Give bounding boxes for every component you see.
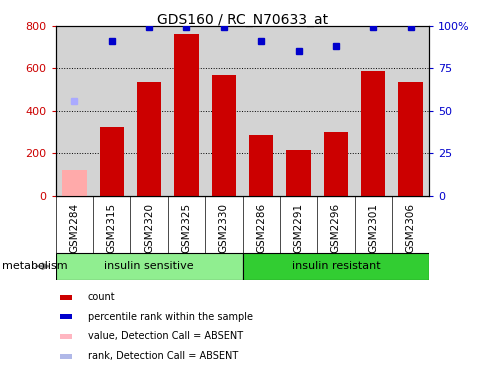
Text: GSM2330: GSM2330 <box>218 203 228 253</box>
Text: count: count <box>87 292 115 302</box>
Bar <box>174 34 198 196</box>
Text: GSM2315: GSM2315 <box>106 203 117 253</box>
Bar <box>242 253 428 280</box>
Bar <box>397 82 422 196</box>
Bar <box>56 253 242 280</box>
Bar <box>60 334 72 339</box>
Text: GSM2320: GSM2320 <box>144 203 154 253</box>
Text: value, Detection Call = ABSENT: value, Detection Call = ABSENT <box>87 332 242 341</box>
Text: GSM2301: GSM2301 <box>367 203 378 253</box>
Bar <box>60 314 72 319</box>
Bar <box>286 150 310 196</box>
Text: GSM2296: GSM2296 <box>330 203 340 253</box>
Bar <box>211 75 236 196</box>
Bar <box>323 132 348 196</box>
Bar <box>248 135 273 196</box>
Bar <box>360 71 385 196</box>
Text: rank, Detection Call = ABSENT: rank, Detection Call = ABSENT <box>87 351 237 361</box>
Bar <box>60 354 72 359</box>
Bar <box>99 127 124 196</box>
Text: insulin sensitive: insulin sensitive <box>104 261 194 271</box>
Text: percentile rank within the sample: percentile rank within the sample <box>87 312 252 322</box>
Text: insulin resistant: insulin resistant <box>291 261 379 271</box>
Bar <box>60 295 72 299</box>
Text: GSM2325: GSM2325 <box>181 203 191 253</box>
Text: GSM2291: GSM2291 <box>293 203 303 253</box>
Bar <box>62 170 87 196</box>
Text: GSM2306: GSM2306 <box>405 203 415 253</box>
Text: GSM2284: GSM2284 <box>69 203 79 253</box>
Text: GSM2286: GSM2286 <box>256 203 266 253</box>
Text: metabolism: metabolism <box>2 261 68 271</box>
Bar <box>136 82 161 196</box>
Text: GDS160 / RC_N70633_at: GDS160 / RC_N70633_at <box>157 13 327 27</box>
